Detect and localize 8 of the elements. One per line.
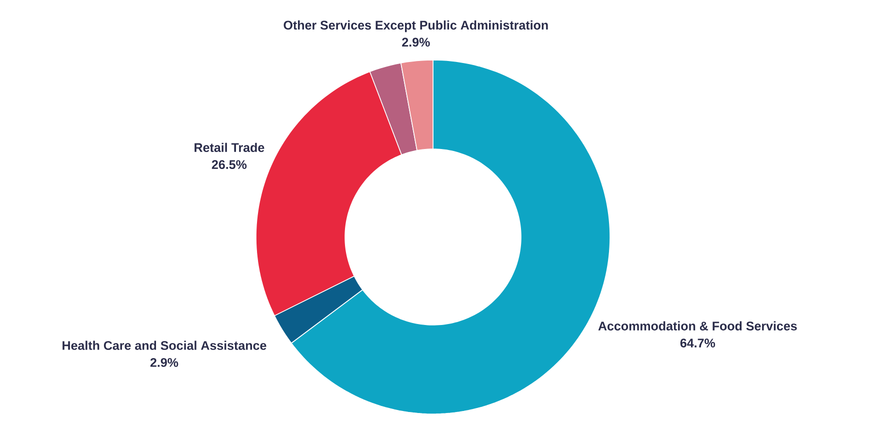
data-label: 2.9% [402, 38, 430, 47]
data-label: 26.5% [212, 160, 247, 170]
data-label: 64.7% [680, 338, 716, 348]
slice-label: Retail Trade [194, 142, 264, 152]
data-label: 2.9% [150, 358, 178, 367]
slice-label: Health Care and Social Assistance [62, 340, 266, 350]
slice-label: Accommodation & Food Services [598, 321, 797, 330]
slice-label: Other Services Except Public Administration [284, 20, 548, 32]
